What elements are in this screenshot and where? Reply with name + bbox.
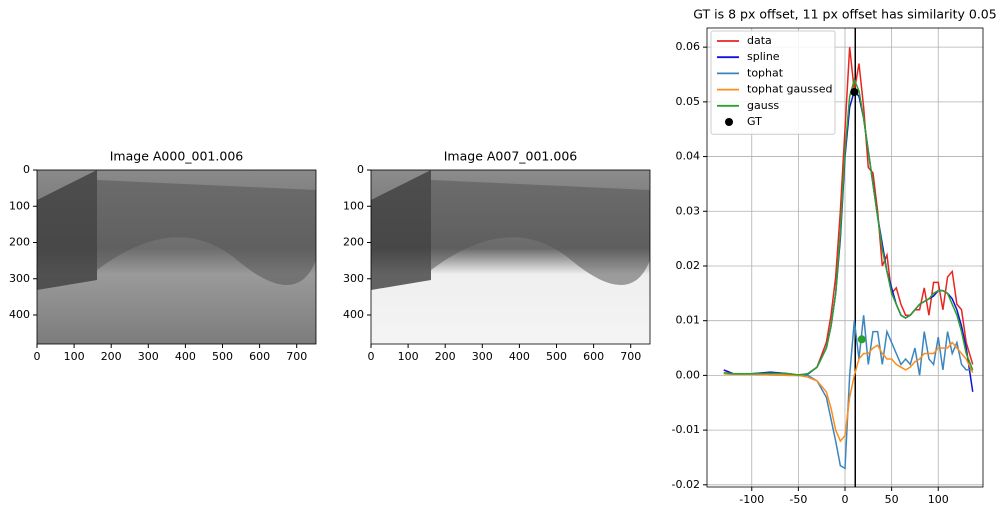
x-tick-label: 700: [286, 350, 307, 363]
x-tick-label: 500: [212, 350, 233, 363]
y-tick-label: -0.01: [672, 423, 700, 436]
chart-title: Image A000_001.006: [110, 149, 244, 164]
x-tick-label: -100: [739, 493, 764, 506]
y-tick-label: 100: [9, 199, 30, 212]
y-tick-label: 100: [343, 199, 364, 212]
legend-label: tophat: [747, 66, 784, 79]
marker-point: [858, 335, 866, 343]
legend-label: tophat gaussed: [747, 83, 832, 96]
y-tick-label: 400: [9, 308, 30, 321]
y-tick-label: 0.03: [676, 204, 701, 217]
x-tick-label: 200: [435, 350, 456, 363]
x-tick-label: 500: [546, 350, 567, 363]
legend-label: gauss: [747, 99, 779, 112]
y-tick-label: 0.02: [676, 259, 701, 272]
y-tick-label: 400: [343, 308, 364, 321]
x-tick-label: 0: [842, 493, 849, 506]
x-tick-label: 700: [620, 350, 641, 363]
gt-point: [850, 88, 858, 96]
x-tick-label: -50: [789, 493, 807, 506]
y-tick-label: 0.06: [676, 40, 701, 53]
legend-label: spline: [747, 50, 780, 63]
y-tick-label: 200: [9, 236, 30, 249]
x-tick-label: 100: [64, 350, 85, 363]
x-tick-label: 400: [175, 350, 196, 363]
legend-marker: [725, 118, 733, 126]
legend: data spline tophat tophat gaussed gauss GT: [711, 31, 835, 134]
figure: Image A000_001.006 0 100 200 300 400 0 100 200 30…: [0, 0, 1004, 507]
x-tick-label: 100: [928, 493, 949, 506]
x-tick-label: 300: [472, 350, 493, 363]
y-tick-label: 200: [343, 236, 364, 249]
x-tick-label: 400: [509, 350, 530, 363]
y-tick-label: 0: [357, 163, 364, 176]
series-line: [724, 315, 973, 468]
y-tick-label: -0.02: [672, 478, 700, 491]
legend-label: GT: [747, 115, 762, 128]
series-line: [724, 91, 973, 392]
chart-title: Image A007_001.006: [444, 149, 578, 164]
x-tick-label: 50: [885, 493, 899, 506]
x-tick-label: 200: [101, 350, 122, 363]
y-tick-label: 0.01: [676, 314, 701, 327]
chart-title: GT is 8 px offset, 11 px offset has simi…: [693, 7, 996, 22]
x-tick-label: 600: [583, 350, 604, 363]
x-tick-label: 300: [138, 350, 159, 363]
y-tick-label: 300: [9, 272, 30, 285]
y-tick-label: 0.04: [676, 150, 701, 163]
y-tick-label: 0: [23, 163, 30, 176]
y-tick-label: 300: [343, 272, 364, 285]
legend-label: data: [747, 34, 772, 47]
x-tick-label: 0: [34, 350, 41, 363]
y-tick-label: 0.05: [676, 95, 701, 108]
y-tick-label: 0.00: [676, 368, 701, 381]
x-tick-label: 100: [398, 350, 419, 363]
x-tick-label: 0: [368, 350, 375, 363]
x-tick-label: 600: [249, 350, 270, 363]
